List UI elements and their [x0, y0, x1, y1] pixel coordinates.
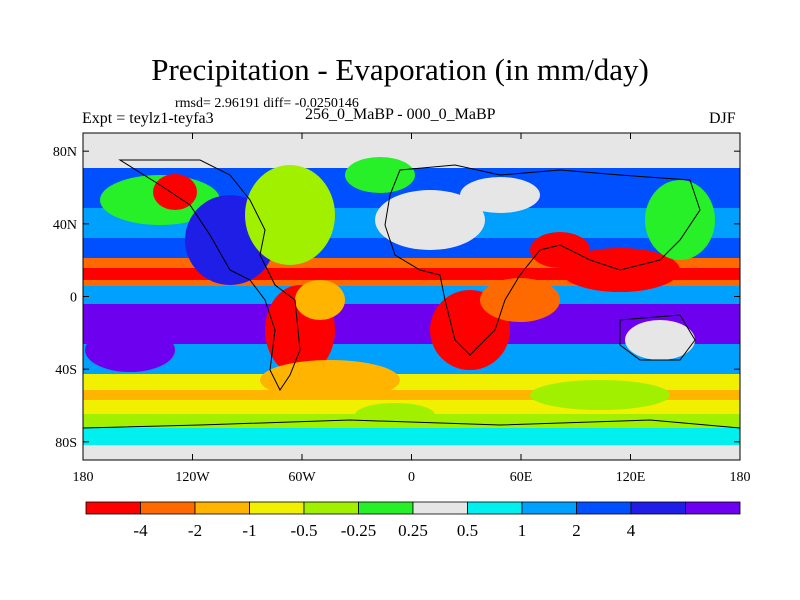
y-tick-label: 40S — [55, 363, 77, 378]
colorbar-swatch — [521, 501, 577, 515]
x-tick-label: 120W — [175, 470, 210, 485]
x-tick-label: 60W — [288, 470, 316, 485]
coastlines — [82, 159, 741, 429]
colorbar-swatch — [576, 501, 632, 515]
colorbar-swatch — [685, 501, 741, 515]
colorbar-label: 0.5 — [457, 521, 478, 540]
x-tick-label: 180 — [730, 470, 751, 485]
map-field — [83, 133, 740, 460]
colorbar-label: 0.25 — [398, 521, 428, 540]
y-tick-label: 80S — [55, 436, 77, 451]
colorbar-label: -1 — [242, 521, 256, 540]
x-axis: 180 120W 60W 0 60E 120E 180 — [73, 133, 751, 485]
x-tick-label: 60E — [510, 470, 533, 485]
colorbar-label: 1 — [518, 521, 527, 540]
experiment-label: Expt = teylz1-teyfa3 — [82, 110, 214, 127]
y-tick-label: 40N — [53, 218, 77, 233]
colorbar-swatch — [194, 501, 250, 515]
colorbar-swatch — [303, 501, 359, 515]
colorbar-label: -4 — [133, 521, 148, 540]
colorbar-label: -0.5 — [291, 521, 318, 540]
x-tick-label: 120E — [616, 470, 646, 485]
page-title: Precipitation - Evaporation (in mm/day) — [151, 52, 649, 87]
stats-label: rmsd= 2.96191 diff= -0.0250146 — [175, 96, 359, 111]
colorbar-label: -2 — [188, 521, 202, 540]
colorbar-label: 4 — [627, 521, 636, 540]
colorbar: -4 -2 -1 -0.5 -0.25 0.25 0.5 1 2 4 — [85, 501, 741, 540]
period-label: 256_0_MaBP - 000_0_MaBP — [305, 106, 496, 123]
y-axis: 80N 40N 0 40S 80S — [53, 145, 740, 451]
y-tick-label: 0 — [70, 291, 77, 306]
colorbar-label: -0.25 — [341, 521, 376, 540]
colorbar-swatch — [412, 501, 468, 515]
y-tick-label: 80N — [53, 145, 77, 160]
colorbar-swatch — [140, 501, 196, 515]
season-label: DJF — [709, 110, 736, 127]
x-tick-label: 0 — [408, 470, 415, 485]
x-tick-label: 180 — [73, 470, 94, 485]
colorbar-swatch — [249, 501, 305, 515]
colorbar-swatch — [358, 501, 414, 515]
colorbar-label: 2 — [572, 521, 581, 540]
colorbar-swatch — [630, 501, 686, 515]
colorbar-swatch — [85, 501, 141, 515]
colorbar-swatch — [467, 501, 523, 515]
